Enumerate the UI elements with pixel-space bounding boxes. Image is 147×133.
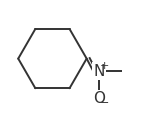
Text: −: − (100, 98, 109, 108)
Text: +: + (100, 61, 109, 72)
Text: O: O (93, 91, 105, 106)
Text: N: N (93, 64, 105, 79)
